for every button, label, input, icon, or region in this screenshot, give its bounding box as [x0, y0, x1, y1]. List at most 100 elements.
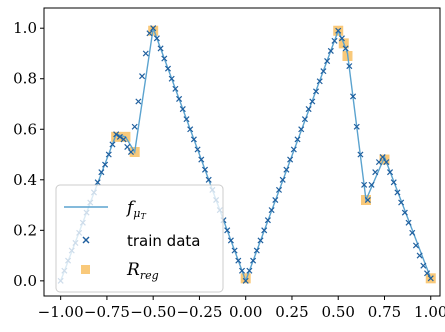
y-tick-label: 0.2 [13, 221, 37, 239]
y-tick-label: 0.4 [13, 171, 37, 189]
train-point [324, 58, 331, 65]
plot-frame [43, 7, 441, 297]
train-point [316, 78, 323, 85]
train-point [346, 63, 353, 70]
train-point [183, 116, 190, 123]
y-axis: 0.0 0.2 0.4 0.6 0.8 1.0 [13, 19, 44, 290]
train-point [327, 47, 334, 54]
train-point [305, 106, 312, 113]
train-point [231, 247, 238, 254]
train-point [350, 93, 357, 100]
train-point [353, 123, 360, 130]
train-point [150, 25, 157, 32]
train-point [301, 116, 308, 123]
train-point [139, 73, 146, 80]
train-point [135, 98, 142, 105]
x-axis: −1.00 −0.75 −0.50 −0.25 0.00 0.25 0.50 0.75 1.00 [38, 296, 445, 321]
train-point [275, 186, 283, 193]
x-tick-label: 1.00 [414, 303, 445, 321]
train-point [257, 237, 264, 244]
train-point [264, 217, 271, 224]
train-point [357, 151, 364, 158]
train-point [290, 146, 297, 153]
x-tick-label: −1.00 [38, 303, 84, 321]
y-tick-label: 1.0 [13, 19, 37, 37]
train-point [201, 166, 209, 173]
legend-line-label: fμT [125, 198, 146, 221]
y-tick-label: 0.0 [13, 272, 37, 290]
train-point [405, 219, 412, 226]
train-point [102, 161, 109, 168]
train-point [279, 176, 286, 183]
train-point [394, 189, 401, 196]
train-point [287, 156, 294, 163]
train-point [294, 136, 301, 143]
train-point [227, 237, 234, 244]
train-point [235, 257, 242, 264]
train-point [272, 196, 279, 204]
train-point [424, 270, 431, 277]
legend-reg-swatch [81, 265, 90, 274]
train-point [309, 98, 316, 105]
train-point [187, 126, 194, 133]
train-point [205, 176, 212, 183]
train-point [331, 37, 338, 44]
train-point [105, 151, 112, 158]
train-point [242, 277, 249, 284]
train-point [172, 85, 179, 92]
x-tick-label: −0.25 [176, 303, 222, 321]
train-point [283, 166, 290, 173]
train-point [127, 148, 134, 156]
train-point [94, 179, 101, 186]
legend-train-label: train data [127, 232, 200, 250]
train-point [368, 181, 375, 188]
train-point [124, 143, 131, 150]
train-point [246, 267, 253, 274]
train-point [268, 207, 275, 214]
train-point [412, 242, 419, 249]
train-point [113, 131, 120, 138]
train-point [161, 55, 168, 62]
x-tick-label: 0.25 [275, 303, 308, 321]
train-point [372, 169, 379, 176]
reg-point [111, 131, 122, 142]
train-point [383, 159, 390, 166]
train-point [375, 159, 382, 166]
x-tick-label: −0.75 [84, 303, 130, 321]
legend-train-swatch [82, 236, 90, 244]
legend: fμT train data Rreg [55, 184, 224, 293]
train-point [98, 169, 105, 176]
train-point [261, 227, 268, 234]
train-point [420, 262, 427, 269]
train-point [250, 257, 257, 264]
train-point [298, 126, 305, 133]
x-tick-label: 0.00 [229, 303, 262, 321]
train-point [142, 50, 149, 57]
legend-box [55, 184, 224, 293]
train-point [338, 35, 345, 42]
y-tick-label: 0.6 [13, 120, 37, 138]
train-point [390, 179, 397, 186]
train-point [168, 75, 175, 82]
train-point [335, 27, 342, 34]
train-point [387, 169, 394, 176]
train-point [401, 209, 408, 216]
train-point [379, 154, 386, 161]
train-point [398, 199, 405, 206]
train-point [409, 229, 416, 236]
x-tick-label: −0.50 [130, 303, 176, 321]
train-point [238, 267, 246, 274]
train-point [416, 252, 423, 259]
train-point [179, 106, 186, 113]
train-point [427, 275, 434, 282]
train-point [157, 45, 164, 52]
train-point [224, 227, 231, 234]
train-point [312, 88, 320, 95]
legend-reg-label: Rreg [126, 260, 159, 282]
train-point [198, 156, 205, 163]
train-point [109, 141, 116, 148]
train-point [164, 65, 172, 72]
x-tick-label: 0.75 [368, 303, 401, 321]
train-point [176, 95, 183, 102]
